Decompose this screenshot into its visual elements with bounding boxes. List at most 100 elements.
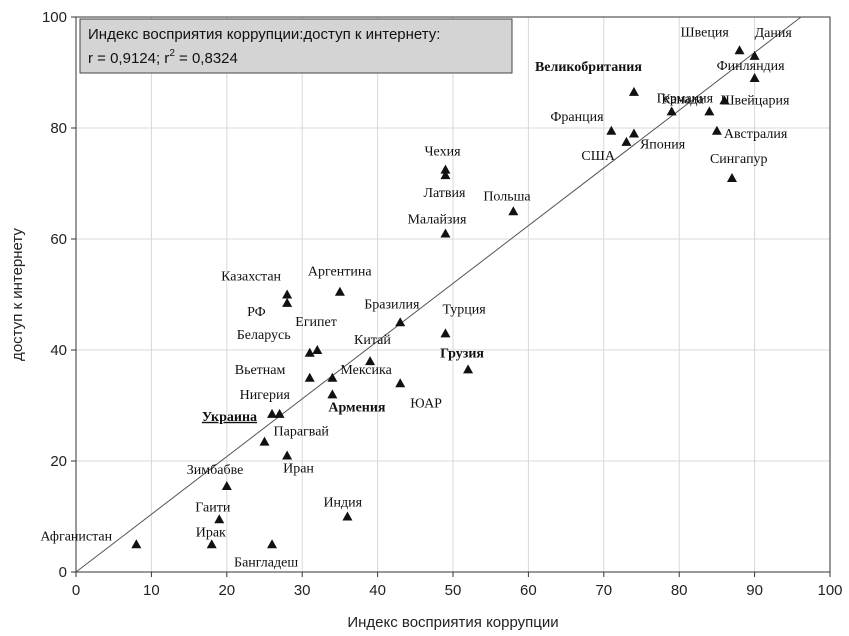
data-point — [734, 45, 745, 55]
point-label: Египет — [295, 315, 337, 330]
x-tick-label: 70 — [595, 582, 612, 599]
point-label: Бангладеш — [234, 555, 298, 570]
point-label: США — [581, 149, 615, 164]
data-point — [395, 378, 406, 388]
point-label: Турция — [442, 302, 486, 317]
data-point — [304, 347, 315, 357]
point-label: Польша — [483, 189, 531, 204]
point-label: Иран — [283, 461, 314, 476]
data-point — [267, 539, 278, 549]
point-label: Китай — [354, 333, 391, 348]
point-label: Германия — [657, 91, 714, 106]
point-label: Чехия — [424, 145, 461, 160]
point-label: Мексика — [340, 363, 392, 378]
legend-line-1: Индекс восприятия коррупции:доступ к инт… — [88, 26, 440, 43]
legend: Индекс восприятия коррупции:доступ к инт… — [79, 18, 513, 74]
data-point — [606, 125, 617, 135]
data-point — [267, 408, 278, 418]
y-tick-label: 20 — [50, 453, 67, 470]
x-tick-label: 40 — [369, 582, 386, 599]
data-point — [282, 289, 293, 299]
data-point — [304, 372, 315, 382]
data-point — [621, 136, 632, 146]
x-tick-label: 0 — [72, 582, 80, 599]
point-label: Япония — [640, 138, 686, 153]
data-point — [704, 106, 715, 116]
point-label: Вьетнам — [235, 363, 286, 378]
data-points — [131, 45, 760, 549]
point-label: Беларусь — [237, 328, 291, 343]
x-tick-label: 90 — [746, 582, 763, 599]
data-point — [726, 172, 737, 182]
data-point — [282, 297, 293, 307]
data-point — [628, 128, 639, 138]
point-label: РФ — [247, 305, 266, 320]
legend-box — [79, 18, 513, 74]
data-point — [342, 511, 353, 521]
point-label: Армения — [328, 400, 386, 415]
data-point — [711, 125, 722, 135]
point-label: Грузия — [440, 346, 484, 361]
regression-line — [75, 16, 802, 573]
data-point — [282, 450, 293, 460]
data-point — [440, 164, 451, 174]
data-point — [214, 514, 225, 524]
point-label: Франция — [550, 110, 604, 125]
point-label: Финляндия — [717, 59, 786, 74]
point-label: Австралия — [724, 127, 788, 142]
data-point — [327, 372, 338, 382]
point-label: Сингапур — [710, 152, 768, 167]
data-point — [395, 317, 406, 327]
data-point — [334, 286, 345, 296]
data-point — [508, 206, 519, 216]
y-tick-label: 100 — [42, 9, 67, 26]
y-axis-title: доступ к интернету — [9, 228, 26, 361]
point-label: Канада — [661, 92, 704, 107]
y-tick-label: 80 — [50, 120, 67, 137]
data-point — [749, 50, 760, 60]
data-point — [274, 408, 285, 418]
data-point — [440, 328, 451, 338]
y-tick-label: 60 — [50, 231, 67, 248]
data-point — [131, 539, 142, 549]
point-label: Украина — [202, 410, 257, 425]
data-point — [440, 228, 451, 238]
point-label: Казахстан — [221, 270, 281, 285]
point-label: Дания — [755, 26, 793, 41]
data-point — [327, 389, 338, 399]
point-label: Швейцария — [720, 93, 790, 108]
x-tick-label: 80 — [671, 582, 688, 599]
x-tick-label: 20 — [218, 582, 235, 599]
point-label: Индия — [323, 496, 362, 511]
point-label: Аргентина — [308, 265, 372, 280]
axis-ticks: 0 10 20 30 40 50 60 70 80 90 100 0 20 40 60 80 100 — [42, 9, 843, 599]
point-label: Афганистан — [40, 529, 112, 544]
x-tick-label: 30 — [294, 582, 311, 599]
x-tick-label: 60 — [520, 582, 537, 599]
data-point — [719, 95, 730, 105]
point-label: Гаити — [195, 500, 231, 515]
point-label: Великобритания — [535, 60, 642, 75]
data-point — [221, 480, 232, 490]
x-tick-label: 100 — [817, 582, 842, 599]
data-point — [365, 356, 376, 366]
data-point — [749, 73, 760, 83]
point-label: Бразилия — [364, 297, 420, 312]
point-label: Латвия — [423, 186, 466, 201]
point-labels: Афганистан Ирак Гаити Бангладеш Индия Зимбабв… — [40, 25, 792, 570]
point-label: Нигерия — [240, 388, 291, 403]
grid — [76, 17, 830, 572]
point-label: Парагвай — [274, 425, 330, 440]
x-axis-title: Индекс восприятия коррупции — [347, 614, 558, 631]
x-tick-label: 10 — [143, 582, 160, 599]
point-label: Малайзия — [407, 212, 467, 227]
point-label: Зимбабве — [187, 463, 244, 478]
point-label: ЮАР — [410, 396, 442, 411]
y-tick-label: 0 — [59, 564, 67, 581]
data-point — [666, 106, 677, 116]
point-label: Швеция — [681, 25, 730, 40]
data-point — [259, 436, 270, 446]
data-point — [463, 364, 474, 374]
data-point — [440, 170, 451, 180]
